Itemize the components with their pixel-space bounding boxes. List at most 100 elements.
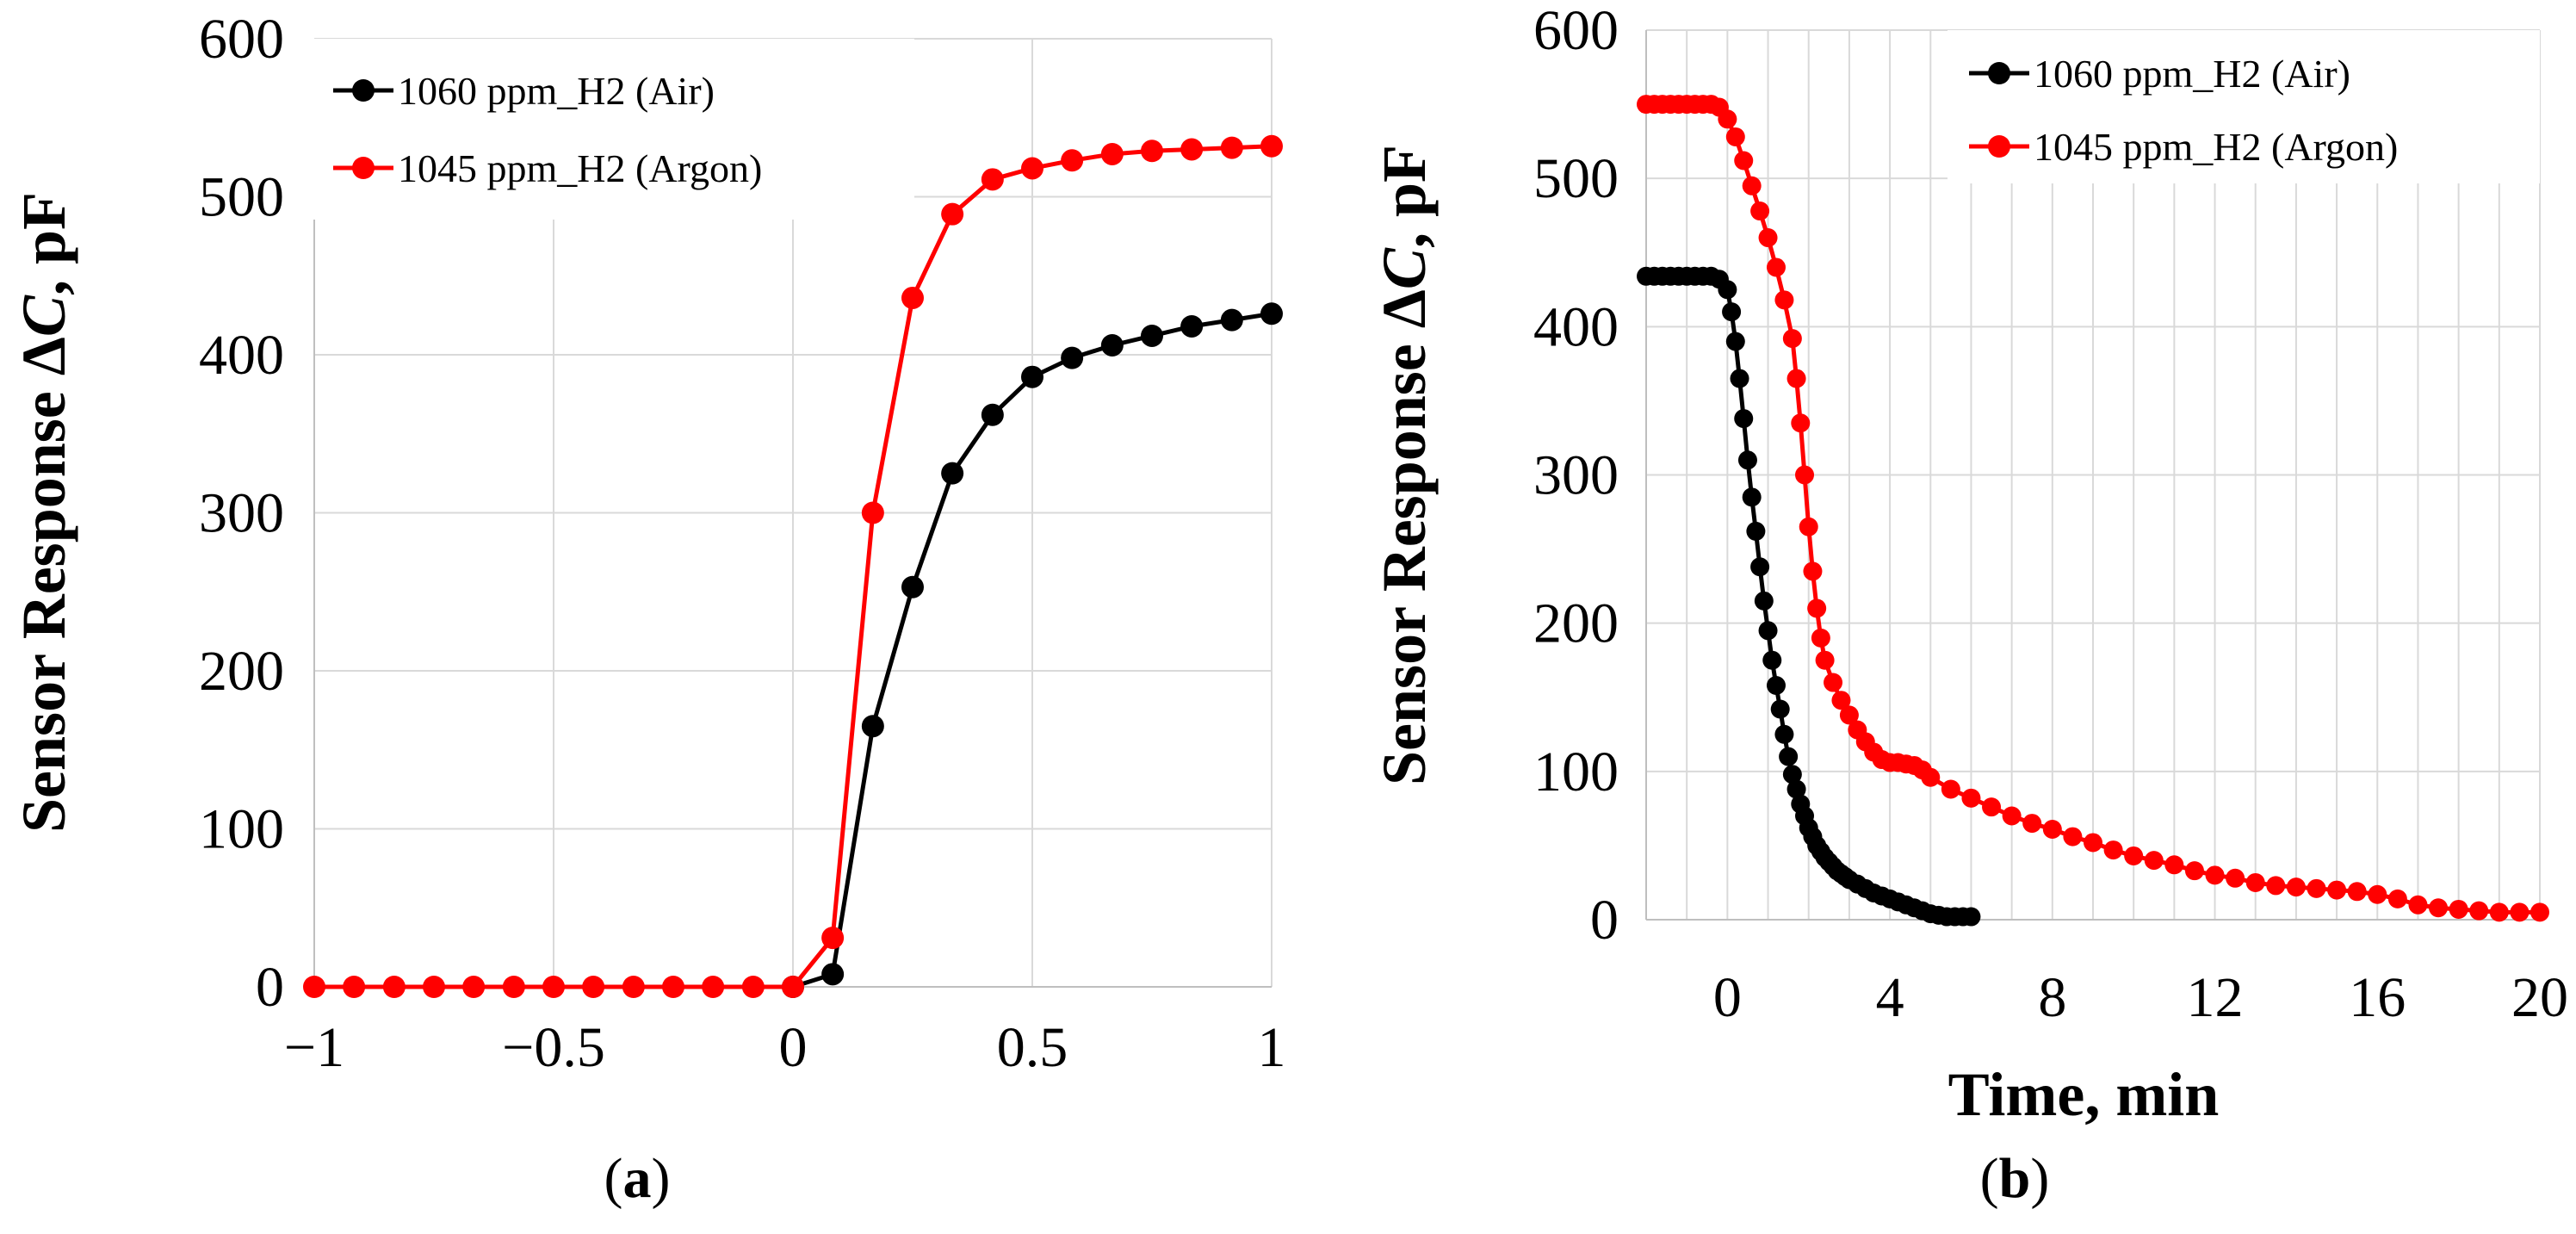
data-point-1 — [1961, 907, 1981, 927]
data-point-2 — [2307, 878, 2326, 898]
y-tick-label: 0 — [256, 956, 284, 1019]
data-point-2 — [2510, 902, 2530, 922]
data-point-2 — [1220, 136, 1243, 159]
data-point-2 — [1941, 779, 1960, 799]
data-point-2 — [2469, 901, 2489, 921]
data-point-2 — [2103, 840, 2123, 860]
data-point-2 — [1831, 691, 1851, 710]
data-point-2 — [2063, 827, 2083, 846]
data-point-2 — [901, 286, 924, 309]
data-point-1 — [821, 963, 845, 986]
data-point-2 — [622, 976, 645, 998]
data-point-2 — [2530, 902, 2549, 922]
data-point-2 — [542, 976, 565, 998]
legend-marker — [1988, 62, 2010, 84]
data-point-2 — [2042, 819, 2062, 839]
data-point-2 — [2347, 882, 2367, 902]
data-point-2 — [1815, 650, 1835, 670]
data-point-2 — [2266, 876, 2286, 896]
data-point-2 — [1742, 176, 1762, 195]
data-point-2 — [2387, 889, 2407, 908]
data-point-2 — [1774, 290, 1794, 310]
data-point-2 — [1758, 228, 1778, 248]
y-tick-label: 200 — [199, 640, 284, 703]
data-point-1 — [1220, 308, 1243, 332]
data-point-2 — [741, 976, 765, 998]
data-point-2 — [2124, 846, 2144, 865]
legend-box — [312, 39, 914, 220]
y-tick-label: 100 — [199, 798, 284, 861]
x-tick-label: −0.5 — [502, 1016, 605, 1079]
data-point-2 — [981, 168, 1004, 191]
data-point-1 — [901, 575, 924, 598]
y-tick-label: 300 — [199, 482, 284, 545]
data-point-2 — [1921, 767, 1941, 787]
y-tick-label: 600 — [199, 8, 284, 71]
data-point-2 — [1100, 142, 1124, 165]
data-point-2 — [782, 976, 804, 998]
legend-marker — [1988, 135, 2010, 158]
data-point-1 — [1758, 621, 1778, 641]
data-point-2 — [2022, 814, 2042, 834]
legend-box — [1947, 30, 2540, 183]
x-tick-label: 8 — [2038, 966, 2066, 1029]
data-point-2 — [303, 976, 325, 998]
data-point-1 — [1260, 302, 1283, 326]
x-axis-label: Time, min — [1948, 1060, 2220, 1129]
data-point-2 — [1734, 151, 1754, 171]
data-point-1 — [861, 715, 884, 738]
data-point-2 — [861, 501, 884, 524]
data-point-2 — [2368, 884, 2387, 904]
y-tick-label: 500 — [1533, 147, 1619, 210]
data-point-2 — [1811, 628, 1830, 648]
data-point-2 — [1021, 157, 1043, 180]
y-tick-label: 0 — [1590, 889, 1619, 952]
legend: 1060 ppm_H2 (Air) 1045 ppm_H2 (Argon) — [1947, 30, 2540, 183]
data-point-1 — [1734, 409, 1754, 429]
data-point-2 — [2449, 899, 2468, 919]
data-point-2 — [1961, 788, 1981, 808]
data-point-2 — [821, 927, 845, 950]
data-point-1 — [941, 462, 964, 485]
data-point-2 — [2084, 833, 2102, 853]
x-tick-label: 0 — [779, 1016, 808, 1079]
data-point-2 — [2144, 851, 2164, 871]
y-axis-label: Sensor Response ΔC, pF — [1370, 145, 1439, 785]
data-point-2 — [2164, 855, 2184, 875]
data-point-2 — [2226, 868, 2245, 888]
data-point-2 — [2327, 880, 2347, 900]
data-point-1 — [1061, 346, 1084, 369]
data-point-1 — [1737, 450, 1757, 470]
data-point-2 — [502, 976, 525, 998]
data-point-2 — [2002, 806, 2022, 826]
x-tick-label: 4 — [1876, 966, 1904, 1029]
data-point-2 — [1791, 413, 1811, 433]
data-point-1 — [981, 403, 1004, 426]
legend-label: 1060 ppm_H2 (Air) — [398, 69, 715, 113]
x-tick-label: 20 — [2511, 966, 2568, 1029]
legend-marker — [352, 157, 375, 179]
data-point-2 — [2408, 895, 2428, 915]
x-tick-label: 0.5 — [997, 1016, 1068, 1079]
data-point-1 — [1730, 369, 1749, 388]
y-tick-label: 500 — [199, 166, 284, 229]
data-point-2 — [941, 202, 964, 226]
data-point-2 — [423, 976, 445, 998]
legend-label: 1060 ppm_H2 (Air) — [2034, 52, 2350, 96]
data-point-1 — [1746, 521, 1766, 541]
data-point-2 — [1839, 705, 1859, 725]
data-point-2 — [1725, 127, 1745, 146]
data-point-2 — [2489, 902, 2509, 922]
data-point-2 — [2184, 861, 2204, 881]
data-point-1 — [1770, 699, 1790, 719]
data-point-2 — [662, 976, 684, 998]
data-point-2 — [702, 976, 725, 998]
x-tick-label: 16 — [2349, 966, 2406, 1029]
y-tick-label: 400 — [1533, 295, 1619, 358]
data-point-2 — [1260, 134, 1283, 158]
data-point-2 — [1061, 149, 1084, 172]
legend-label: 1045 ppm_H2 (Argon) — [2034, 125, 2398, 169]
data-point-2 — [1782, 329, 1802, 349]
data-point-2 — [1803, 561, 1823, 581]
